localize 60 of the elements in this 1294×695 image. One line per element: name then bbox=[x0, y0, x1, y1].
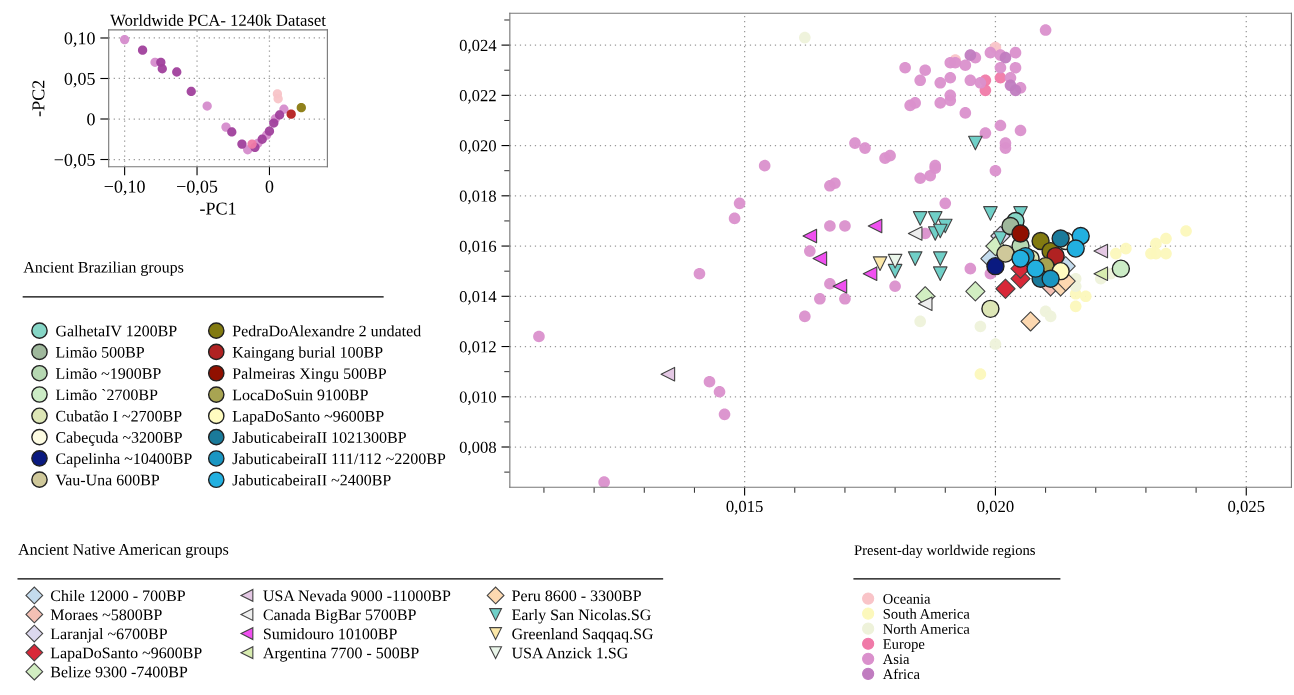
legend-label: Europe bbox=[883, 639, 925, 652]
legend-label: Kaingang burial 100BP bbox=[232, 346, 383, 361]
y-tick-label: 0,024 bbox=[459, 39, 497, 54]
legend-label: USA Nevada 9000 -11000BP bbox=[263, 589, 451, 602]
legend-label: Palmeiras Xingu 500BP bbox=[232, 367, 386, 383]
y-tick-label: 0,008 bbox=[459, 441, 497, 456]
legend-label: Laranjal ~6700BP bbox=[50, 628, 167, 643]
y-tick-label: 0,014 bbox=[459, 290, 497, 305]
legend-label: Oceania bbox=[883, 594, 931, 604]
y-tick-label: 0,022 bbox=[459, 90, 496, 104]
x-tick-label: 0,015 bbox=[726, 500, 763, 515]
legend-label: Canada BigBar 5700BP bbox=[263, 608, 416, 624]
text: Ancient Native American groups bbox=[18, 544, 229, 559]
legend-label: LapaDoSanto ~9600BP bbox=[50, 647, 202, 662]
chart-title: Worldwide PCA- 1240k Dataset bbox=[110, 14, 326, 26]
legend-label: Sumidouro 10100BP bbox=[263, 628, 397, 640]
legend-label: Peru 8600 - 3300BP bbox=[512, 590, 641, 602]
legend-label: PedraDoAlexandre 2 undated bbox=[232, 325, 421, 337]
legend-label: Vau-Una 600BP bbox=[55, 474, 160, 486]
y-tick-label: 0,10 bbox=[64, 32, 95, 48]
x-tick-label: 0,020 bbox=[977, 500, 1014, 515]
x-tick-label: −0,05 bbox=[177, 180, 218, 196]
y-tick-label: 0,012 bbox=[459, 341, 496, 355]
legend-label: JabuticabeiraII 111/112 ~2200BP bbox=[232, 452, 446, 465]
legend-label: Cabeçuda ~3200BP bbox=[56, 431, 182, 447]
legend-label: South America bbox=[883, 608, 970, 619]
legend-label: Chile 12000 - 700BP bbox=[50, 589, 185, 602]
x-tick-label: −0,10 bbox=[104, 180, 145, 196]
y-tick-label: 0,018 bbox=[459, 190, 497, 205]
legend-label: Africa bbox=[882, 668, 920, 680]
legend-label: JabuticabeiraII 1021300BP bbox=[232, 431, 406, 443]
text: Ancient Brazilian groups bbox=[23, 261, 184, 276]
y-axis-title: -PC2 bbox=[32, 80, 45, 117]
legend-label: USA Anzick 1.SG bbox=[511, 647, 628, 659]
legend-label: Limão 500BP bbox=[55, 346, 144, 358]
x-axis-title: -PC1 bbox=[200, 202, 236, 215]
x-tick-label: 0 bbox=[265, 180, 274, 193]
legend-label: Early San Nicolas.SG bbox=[512, 608, 651, 624]
y-tick-label: 0,020 bbox=[459, 140, 497, 154]
y-tick-label: 0,016 bbox=[459, 240, 497, 255]
legend-label: GalhetaIV 1200BP bbox=[56, 325, 177, 337]
legend-label: Asia bbox=[882, 654, 910, 665]
y-tick-label: 0,010 bbox=[459, 391, 497, 406]
legend-label: Moraes ~5800BP bbox=[50, 609, 162, 621]
legend-label: Belize 9300 -7400BP bbox=[50, 666, 188, 678]
y-tick-label: −0,05 bbox=[54, 153, 95, 169]
legend-label: Cubatão I ~2700BP bbox=[56, 410, 182, 422]
legend-label: Greenland Saqqaq.SG bbox=[512, 628, 654, 643]
legend-label: Limão `2700BP bbox=[55, 388, 158, 401]
legend-label: North America bbox=[883, 623, 970, 634]
x-tick-label: 0,025 bbox=[1228, 500, 1265, 515]
legend-label: Capelinha ~10400BP bbox=[56, 452, 192, 468]
legend-label: LapaDoSanto ~9600BP bbox=[232, 410, 384, 425]
legend-label: LocaDoSuin 9100BP bbox=[232, 389, 368, 401]
legend-label: JabuticabeiraII ~2400BP bbox=[232, 474, 391, 486]
y-tick-label: 0 bbox=[87, 113, 95, 126]
legend-label: Limão ~1900BP bbox=[55, 368, 161, 379]
text: Present-day worldwide regions bbox=[854, 544, 1035, 559]
legend-label: Argentina 7700 - 500BP bbox=[263, 647, 419, 662]
y-tick-label: 0,05 bbox=[64, 72, 95, 88]
